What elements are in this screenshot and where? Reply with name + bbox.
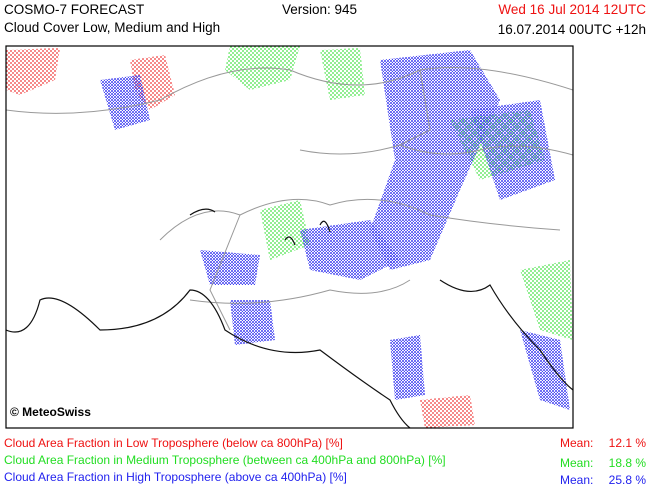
legend-mean-label: Mean:: [560, 436, 594, 450]
legend-label: Cloud Area Fraction in Low Troposphere (…: [4, 436, 343, 450]
legend-label: Cloud Area Fraction in High Troposphere …: [4, 470, 347, 484]
legend-label: Cloud Area Fraction in Medium Tropospher…: [4, 453, 446, 467]
product-title: Cloud Cover Low, Medium and High: [4, 20, 221, 35]
run-time: 16.07.2014 00UTC +12h: [497, 22, 646, 37]
version: Version: 945: [282, 2, 358, 17]
legend-mean: 18.8 %: [608, 456, 646, 470]
map-frame: [5, 45, 574, 429]
legend-mean: 25.8 %: [608, 473, 646, 487]
copyright: © MeteoSwiss: [10, 405, 91, 419]
legend-mean-label: Mean:: [560, 456, 594, 470]
model-title: COSMO-7 FORECAST: [4, 2, 145, 17]
map-content: [6, 46, 573, 428]
legend-mean-label: Mean:: [560, 473, 594, 487]
valid-time: Wed 16 Jul 2014 12UTC: [498, 2, 646, 17]
legend-mean: 12.1 %: [608, 436, 646, 450]
